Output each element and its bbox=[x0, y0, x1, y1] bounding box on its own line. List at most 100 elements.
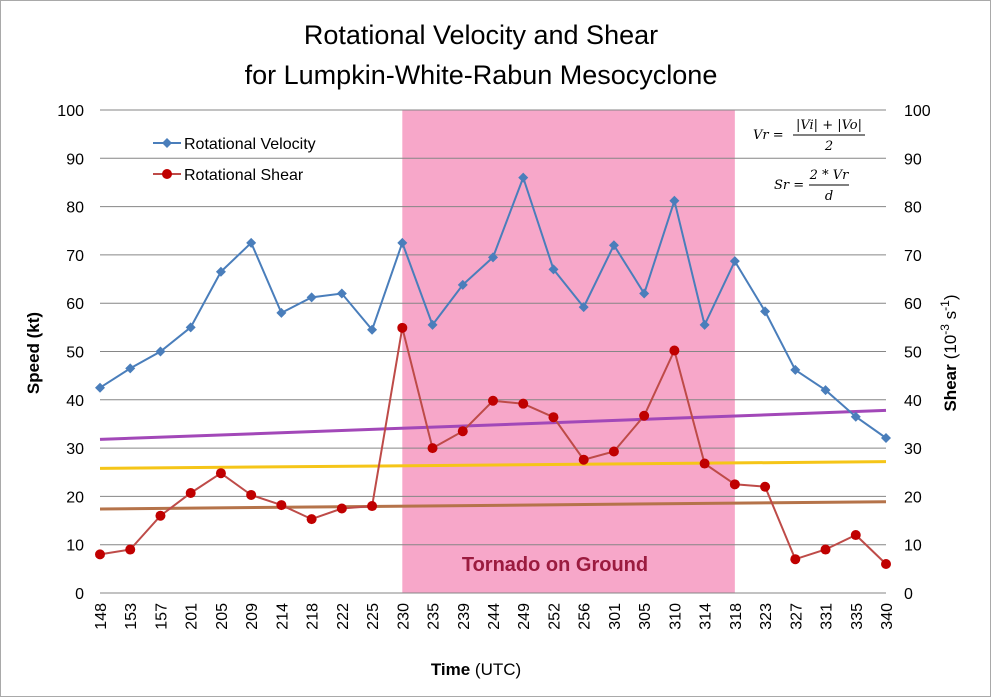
y2-tick-label: 20 bbox=[904, 489, 922, 506]
y-tick-label: 0 bbox=[75, 586, 84, 603]
formula-sr-denominator: d bbox=[825, 189, 833, 204]
velocity-point bbox=[215, 266, 226, 277]
y-tick-label: 60 bbox=[66, 296, 84, 313]
y-tick-label: 20 bbox=[66, 489, 84, 506]
velocity-point bbox=[95, 382, 105, 393]
y2-axis-title-unit: s bbox=[941, 311, 960, 324]
series-layer bbox=[95, 172, 891, 570]
y2-axis-title-close: ) bbox=[941, 294, 960, 300]
formula-sr: Sr = 2 * Vr d bbox=[774, 168, 849, 204]
chart-title-line-2: for Lumpkin-White-Rabun Mesocyclone bbox=[245, 60, 718, 90]
formula-sr-numerator: 2 * Vr bbox=[809, 168, 849, 183]
velocity-point bbox=[397, 237, 408, 248]
formula-vr-numerator: |Vi| + |Vo| bbox=[796, 118, 862, 133]
x-tick-label: 310 bbox=[667, 603, 684, 630]
legend-shear-marker bbox=[162, 169, 172, 179]
y2-tick-labels: 0 10 20 30 40 50 60 70 80 90 100 bbox=[904, 103, 931, 603]
x-tick-label: 301 bbox=[607, 603, 624, 630]
x-tick-label: 157 bbox=[153, 603, 170, 630]
y2-axis-title: Shear (10-3 s-1) bbox=[938, 294, 960, 411]
velocity-point bbox=[125, 363, 136, 374]
shear-point bbox=[155, 510, 166, 521]
y2-tick-label: 90 bbox=[904, 151, 922, 168]
shear-point bbox=[881, 559, 891, 570]
shear-point bbox=[488, 395, 498, 406]
shear-point bbox=[367, 501, 378, 512]
x-tick-label: 318 bbox=[728, 603, 745, 630]
x-tick-label: 222 bbox=[335, 603, 352, 630]
shear-point bbox=[548, 412, 559, 423]
shear-point bbox=[820, 544, 831, 555]
x-tick-label: 331 bbox=[819, 603, 836, 630]
formula-sr-lhs: Sr = bbox=[774, 178, 804, 193]
y2-tick-label: 100 bbox=[904, 103, 931, 120]
formula-vr-lhs: Vr = bbox=[753, 128, 784, 143]
y2-tick-label: 60 bbox=[904, 296, 922, 313]
velocity-point bbox=[457, 279, 468, 290]
legend-velocity-marker bbox=[162, 138, 172, 148]
legend: Rotational Velocity Rotational Shear bbox=[153, 136, 316, 184]
x-tick-label: 239 bbox=[456, 603, 473, 630]
velocity-point bbox=[608, 240, 619, 251]
y2-tick-label: 0 bbox=[904, 586, 913, 603]
x-tick-label: 218 bbox=[305, 603, 322, 630]
reference-line bbox=[99, 500, 887, 511]
y-tick-label: 40 bbox=[66, 393, 84, 410]
shear-point bbox=[729, 479, 740, 490]
velocity-point bbox=[729, 256, 740, 267]
shear-point bbox=[276, 500, 287, 511]
legend-shear-label: Rotational Shear bbox=[184, 167, 304, 184]
x-tick-label: 153 bbox=[123, 603, 140, 630]
velocity-point bbox=[548, 264, 559, 275]
velocity-point bbox=[336, 288, 347, 299]
shear-point bbox=[639, 410, 650, 421]
x-tick-label: 209 bbox=[244, 603, 261, 630]
shear-point bbox=[760, 481, 771, 492]
y2-tick-label: 30 bbox=[904, 441, 922, 458]
velocity-point bbox=[699, 319, 710, 330]
y2-axis-title-exp2: -1 bbox=[938, 300, 952, 311]
shear-point bbox=[578, 454, 589, 465]
reference-line bbox=[99, 460, 887, 470]
shear-point bbox=[699, 458, 710, 469]
shear-point bbox=[457, 426, 468, 437]
y2-axis-title-bold: Shear bbox=[941, 364, 960, 412]
y2-tick-label: 10 bbox=[904, 538, 922, 555]
velocity-point bbox=[246, 237, 257, 248]
velocity-point bbox=[276, 307, 287, 318]
y-tick-labels: 0 10 20 30 40 50 60 70 80 90 100 bbox=[57, 103, 84, 603]
shear-point bbox=[125, 544, 136, 555]
x-tick-label: 244 bbox=[486, 603, 503, 630]
x-tick-label: 230 bbox=[395, 603, 412, 630]
x-tick-label: 148 bbox=[93, 603, 110, 630]
velocity-point bbox=[881, 432, 891, 443]
velocity-point bbox=[578, 302, 589, 313]
y2-axis-title-exp: -3 bbox=[938, 324, 952, 335]
velocity-point bbox=[367, 324, 378, 335]
shear-point bbox=[850, 530, 861, 541]
y2-tick-label: 80 bbox=[904, 200, 922, 217]
reference-lines bbox=[99, 408, 887, 511]
y-tick-label: 100 bbox=[57, 103, 84, 120]
y-tick-label: 30 bbox=[66, 441, 84, 458]
y2-tick-label: 40 bbox=[904, 393, 922, 410]
y-tick-label: 90 bbox=[66, 151, 84, 168]
velocity-point bbox=[185, 322, 196, 333]
gridlines bbox=[100, 109, 886, 546]
x-tick-label: 314 bbox=[698, 603, 715, 630]
velocity-point bbox=[820, 385, 831, 396]
x-tick-label: 327 bbox=[788, 603, 805, 630]
y2-tick-label: 50 bbox=[904, 345, 922, 362]
shear-point bbox=[215, 468, 226, 479]
velocity-point bbox=[488, 252, 498, 263]
tornado-annotation: Tornado on Ground bbox=[462, 554, 648, 576]
velocity-point bbox=[639, 288, 650, 299]
legend-velocity-label: Rotational Velocity bbox=[184, 136, 316, 153]
y2-axis-title-rest: (10 bbox=[941, 335, 960, 360]
velocity-point bbox=[155, 346, 166, 357]
chart-title-line-1: Rotational Velocity and Shear bbox=[304, 20, 658, 50]
y-tick-label: 50 bbox=[66, 345, 84, 362]
shear-point bbox=[427, 443, 438, 454]
